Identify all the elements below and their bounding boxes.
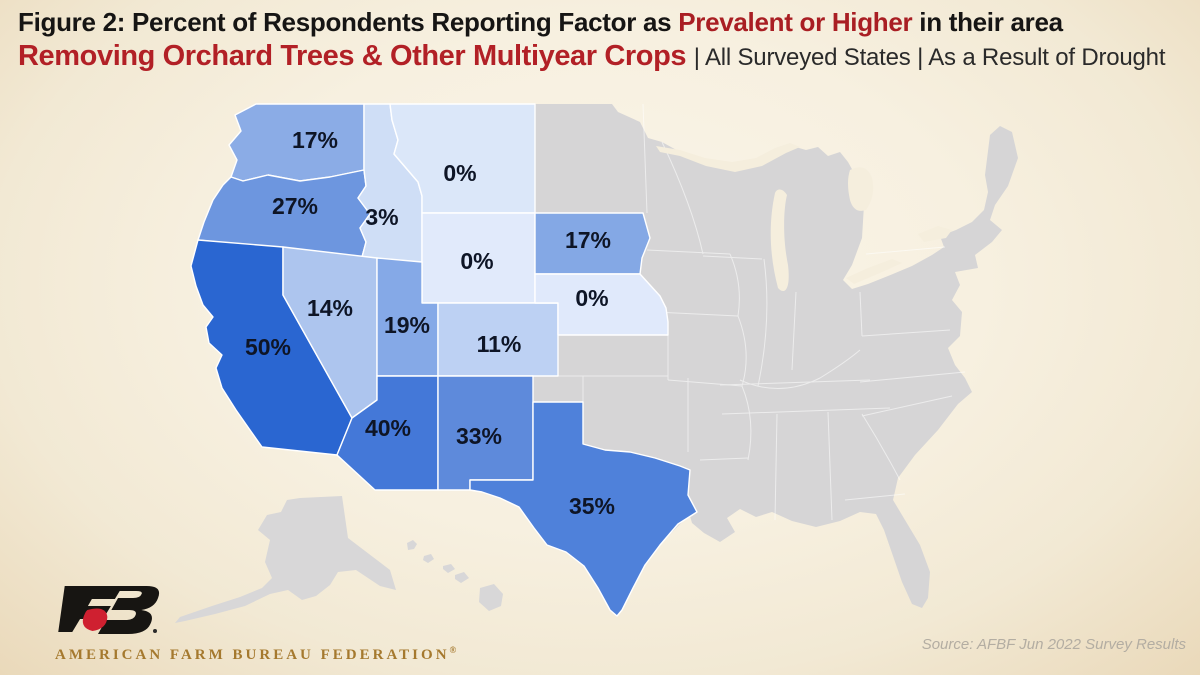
- state-value-labels: 17% 27% 50% 3% 14% 0% 0% 19% 11% 40% 33%…: [245, 127, 615, 519]
- label-montana: 0%: [443, 160, 476, 186]
- afbf-org-name: AMERICAN FARM BUREAU FEDERATION: [55, 647, 450, 663]
- label-nevada: 14%: [307, 295, 353, 321]
- label-california: 50%: [245, 334, 291, 360]
- label-new-mexico: 33%: [456, 423, 502, 449]
- title-line-1: Figure 2: Percent of Respondents Reporti…: [18, 7, 1165, 37]
- registered-trademark: ®: [449, 645, 457, 655]
- lake-ontario: [918, 226, 952, 242]
- lake-huron: [848, 167, 874, 211]
- title-line2-qualifiers: | All Surveyed States | As a Result of D…: [693, 44, 1166, 72]
- label-oregon: 27%: [272, 193, 318, 219]
- title-line-2: Removing Orchard Trees & Other Multiyear…: [18, 40, 1165, 72]
- alaska-silhouette: [175, 496, 396, 623]
- label-south-dakota: 17%: [565, 227, 611, 253]
- great-lakes: [656, 143, 952, 292]
- label-idaho: 3%: [365, 204, 398, 230]
- hawaii-islands: [407, 540, 503, 611]
- state-texas: [469, 401, 698, 617]
- label-texas: 35%: [569, 493, 615, 519]
- lake-erie: [846, 259, 902, 284]
- afbf-logo: AMERICAN FARM BUREAU FEDERATION®: [55, 582, 456, 664]
- surveyed-states: [190, 103, 698, 617]
- afbf-wordmark: AMERICAN FARM BUREAU FEDERATION®: [55, 645, 456, 664]
- gray-state-borders: [558, 103, 966, 521]
- title-line1-post: in their area: [912, 7, 1063, 37]
- title-line1-highlight: Prevalent or Higher: [678, 7, 913, 37]
- label-nebraska: 0%: [575, 285, 608, 311]
- state-colorado: [437, 302, 559, 377]
- state-montana: [389, 103, 536, 214]
- lake-michigan: [770, 189, 789, 292]
- label-arizona: 40%: [365, 415, 411, 441]
- figure-title: Figure 2: Percent of Respondents Reporti…: [18, 7, 1165, 73]
- source-note: Source: AFBF Jun 2022 Survey Results: [921, 636, 1186, 653]
- title-line2-factor: Removing Orchard Trees & Other Multiyear…: [18, 40, 694, 73]
- label-washington: 17%: [292, 127, 338, 153]
- state-nebraska: [534, 273, 669, 336]
- logo-registered-dot: [153, 629, 157, 633]
- afbf-fb-monogram-icon: [58, 586, 160, 634]
- label-wyoming: 0%: [460, 248, 493, 274]
- label-utah: 19%: [384, 312, 430, 338]
- label-colorado: 11%: [477, 331, 522, 357]
- title-line1-pre: Figure 2: Percent of Respondents Reporti…: [18, 7, 679, 37]
- alaska-hawaii: [175, 496, 503, 623]
- lake-superior: [656, 143, 800, 172]
